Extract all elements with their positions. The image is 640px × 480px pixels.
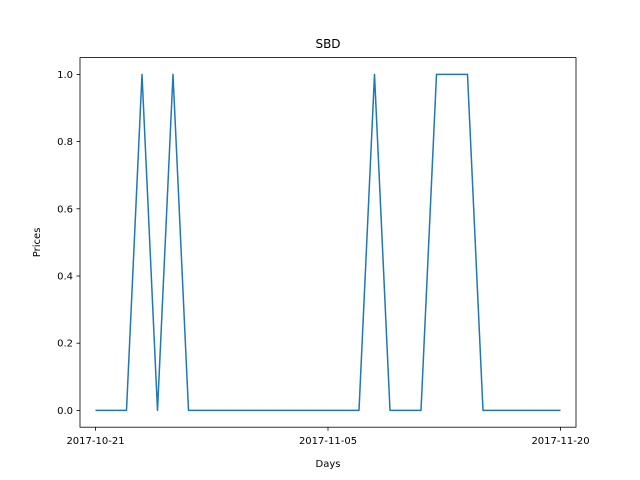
y-tick-label: 0.6 <box>57 204 73 215</box>
y-axis-label: Prices <box>32 228 43 258</box>
series-layer <box>95 73 561 412</box>
y-tick-label: 0.4 <box>57 272 73 283</box>
y-tick-label: 0.2 <box>57 339 73 350</box>
y-tick-label: 0.0 <box>57 406 73 417</box>
x-tick-label: 2017-11-05 <box>299 436 357 447</box>
x-axis-label: Days <box>316 459 341 470</box>
ticks-layer: 2017-10-21 2017-11-05 2017-11-20 0.0 0.2 0.4 0… <box>57 70 589 447</box>
x-tick-label: 2017-10-21 <box>66 436 124 447</box>
x-tick-label: 2017-11-20 <box>531 436 589 447</box>
y-tick-label: 1.0 <box>57 70 73 81</box>
chart-title: SBD <box>315 37 340 51</box>
series-line <box>95 73 561 412</box>
axes-frame <box>79 57 577 428</box>
y-tick-label: 0.8 <box>57 137 73 148</box>
